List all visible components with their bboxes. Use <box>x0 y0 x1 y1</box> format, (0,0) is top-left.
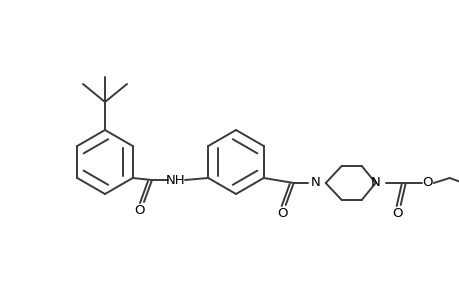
Text: O: O <box>277 208 287 220</box>
Text: N: N <box>310 176 320 190</box>
Text: O: O <box>421 176 432 190</box>
Text: O: O <box>392 208 402 220</box>
Text: N: N <box>370 176 380 190</box>
Text: O: O <box>134 205 145 218</box>
Text: NH: NH <box>166 173 185 187</box>
